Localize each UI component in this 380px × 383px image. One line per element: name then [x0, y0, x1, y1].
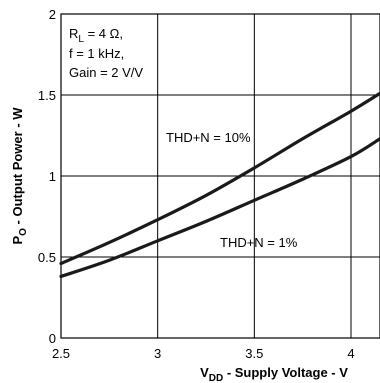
series-lines — [59, 91, 380, 279]
condition-load: RL = 4 Ω, — [69, 26, 123, 45]
x-tick-label: 4 — [347, 346, 354, 361]
y-tick-label: 0.5 — [38, 250, 56, 265]
x-axis-label: VDD - Supply Voltage - V — [200, 365, 348, 383]
series-label-thd-1: THD+N = 1% — [220, 235, 298, 250]
plot-frame — [60, 13, 380, 339]
y-tick-label: 0 — [49, 331, 56, 346]
series-line-thd-10 — [59, 91, 380, 266]
series-label-thd-10: THD+N = 10% — [166, 130, 251, 145]
y-tick-label: 2 — [49, 7, 56, 22]
x-tick-label: 3.5 — [245, 346, 263, 361]
grid-lines — [61, 14, 380, 338]
x-tick-label: 3 — [154, 346, 161, 361]
y-tick-labels: 0 0.5 1 1.5 2 — [38, 7, 56, 346]
condition-gain: Gain = 2 V/V — [69, 65, 143, 80]
x-tick-label: 2.5 — [52, 346, 70, 361]
x-tick-labels: 2.5 3 3.5 4 — [52, 346, 355, 361]
y-tick-label: 1 — [49, 169, 56, 184]
series-line-thd-1 — [59, 137, 380, 279]
y-tick-label: 1.5 — [38, 88, 56, 103]
condition-frequency: f = 1 kHz, — [69, 46, 124, 61]
y-axis-label: PO - Output Power - W — [10, 107, 29, 245]
